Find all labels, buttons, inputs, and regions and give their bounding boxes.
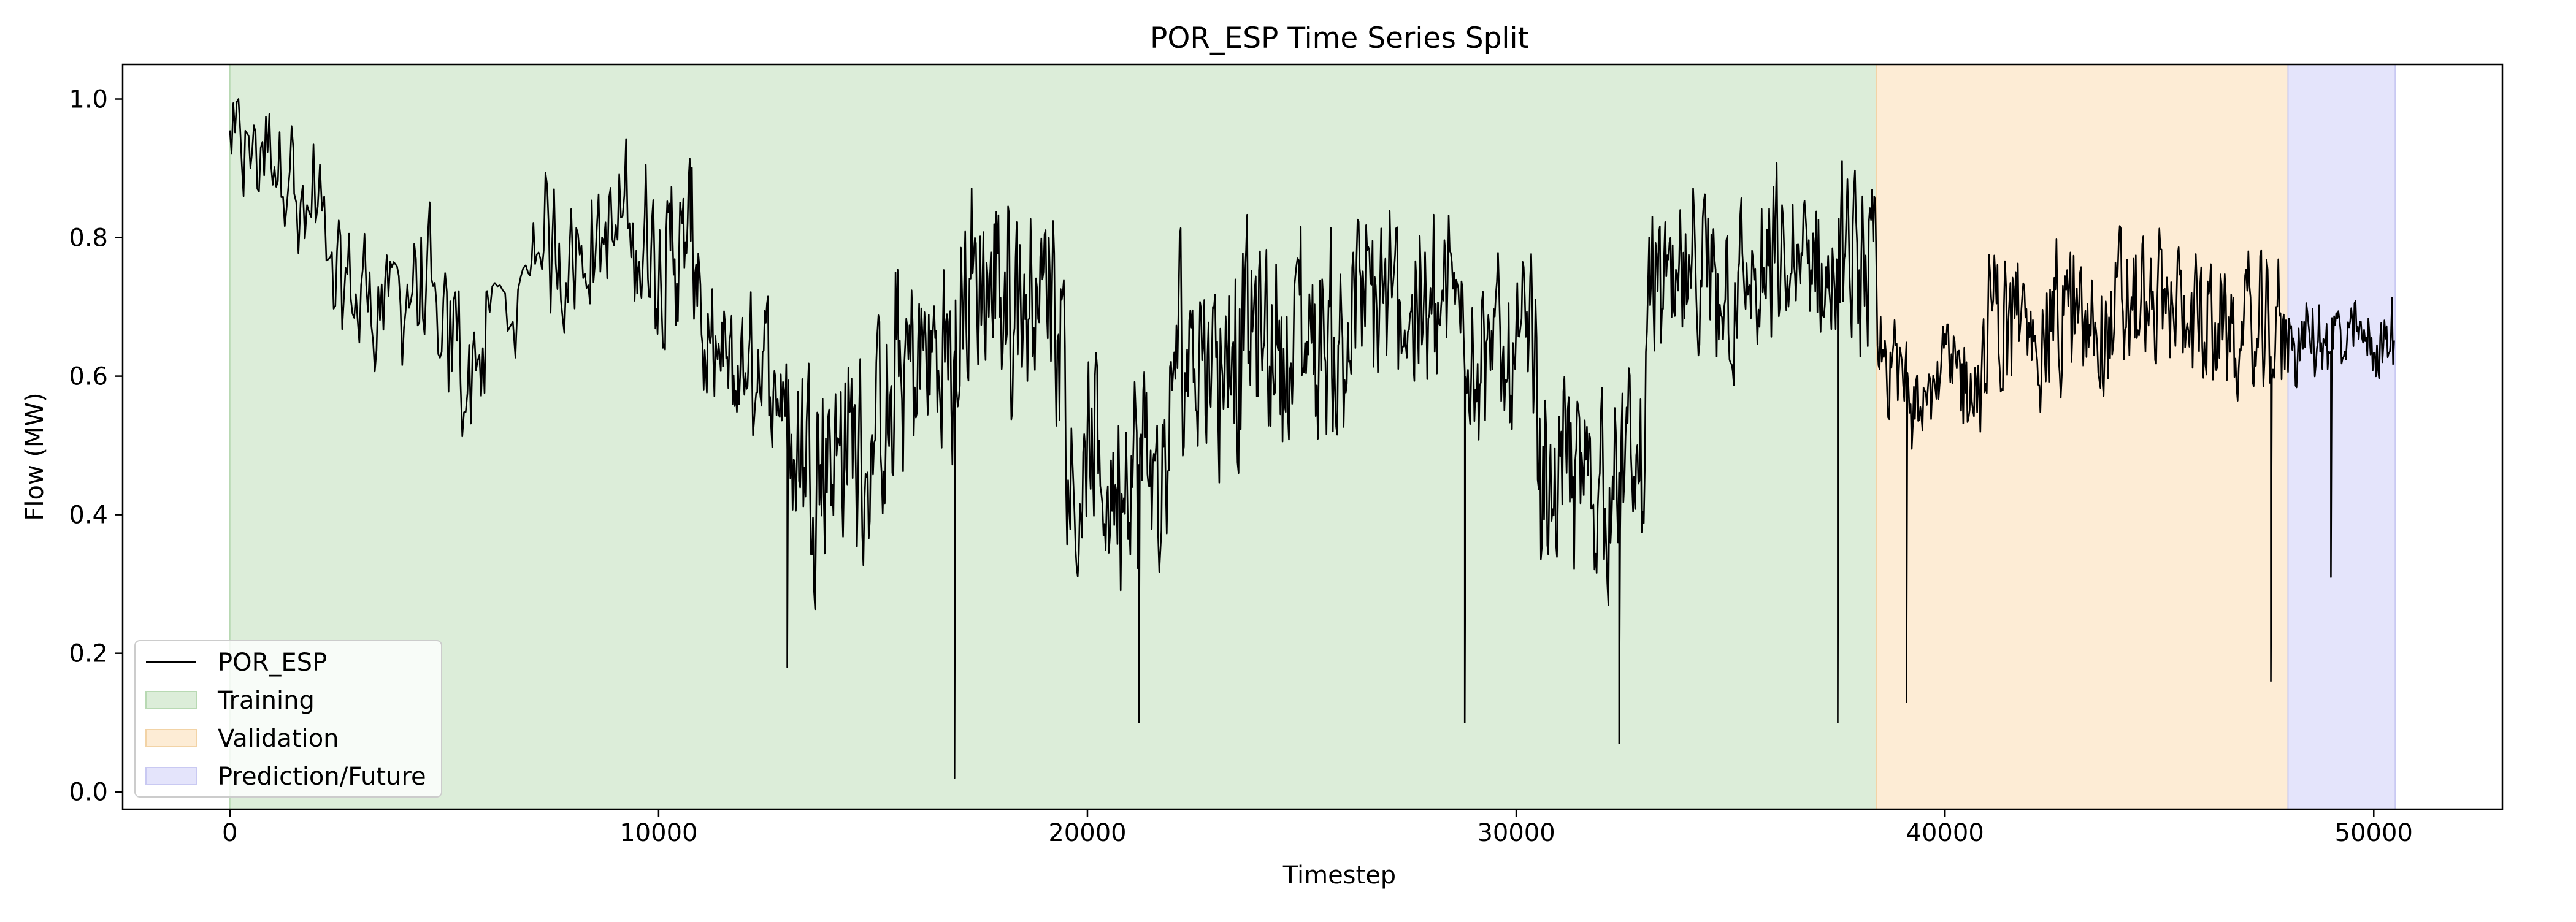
x-tick-label: 50000 [2335, 819, 2413, 847]
x-tick-label: 0 [222, 819, 237, 847]
y-tick-label: 0.2 [69, 640, 108, 668]
y-axis-label: Flow (MW) [21, 392, 49, 520]
series-line-por-esp [229, 98, 2395, 779]
region-validation [1876, 64, 2289, 810]
y-tick-label: 0.4 [69, 501, 108, 530]
legend-swatch-patch [145, 729, 197, 747]
x-tick-label: 10000 [619, 819, 697, 847]
x-tick-label: 30000 [1477, 819, 1555, 847]
x-axis-label: Timestep [1282, 861, 1396, 890]
region-prediction-future [2287, 64, 2396, 810]
chart-title: POR_ESP Time Series Split [1150, 21, 1529, 55]
y-tick-label: 0.6 [69, 363, 108, 391]
x-tick-label: 20000 [1048, 819, 1126, 847]
x-tick-label: 40000 [1906, 819, 1984, 847]
y-tick-label: 0.8 [69, 224, 108, 253]
region-training [229, 64, 1877, 810]
legend-swatch-patch [145, 767, 197, 785]
y-tick-label: 0.0 [69, 779, 108, 807]
split-regions [229, 64, 2396, 810]
legend-label: Training [217, 687, 315, 715]
legend-label: Validation [218, 725, 339, 753]
legend-label: POR_ESP [218, 649, 327, 677]
legend-box [134, 640, 442, 798]
series-layer [229, 98, 2395, 779]
legend-swatch-patch [145, 691, 197, 709]
y-tick-label: 1.0 [69, 86, 108, 114]
plot-frame [121, 63, 2504, 810]
legend-label: Prediction/Future [218, 763, 426, 791]
axes: 0 10000 20000 30000 40000 50000 0.0 0.2 0.4 0.6 0.… [69, 63, 2504, 847]
legend: POR_ESP Training Validation Prediction/Futu… [134, 640, 442, 798]
